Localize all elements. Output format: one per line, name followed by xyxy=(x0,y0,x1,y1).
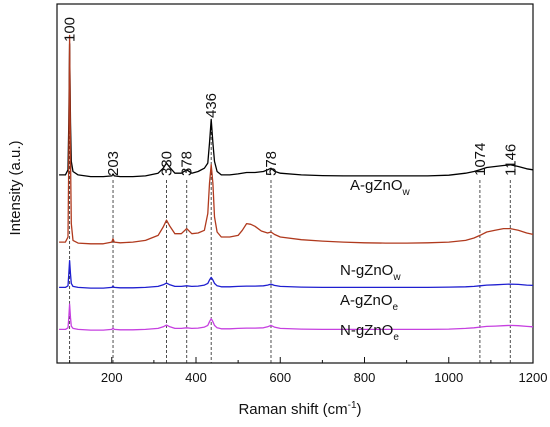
series-line xyxy=(59,43,534,178)
peak-labels: 100 203 330 378 436 578 1074 1146 xyxy=(62,17,520,176)
series-lines xyxy=(59,34,534,331)
series-line xyxy=(59,259,534,289)
peak-label: 203 xyxy=(105,151,122,176)
peak-label: 100 xyxy=(62,17,79,42)
y-axis-title: Intensity (a.u.) xyxy=(7,140,24,235)
series-labels: A-gZnOw N-gZnOw A-gZnOe N-gZnOe xyxy=(340,177,411,343)
peak-label: 330 xyxy=(159,151,176,176)
peak-label: 378 xyxy=(179,151,196,176)
series-label: A-gZnOw xyxy=(350,177,411,198)
x-axis-ticks: 200 400 600 800 1000 1200 xyxy=(69,357,548,385)
peak-label: 1146 xyxy=(502,144,519,176)
series-label: N-gZnOe xyxy=(340,322,399,343)
series-label: A-gZnOe xyxy=(340,292,399,313)
x-tick-label: 1200 xyxy=(519,370,548,385)
peak-label: 436 xyxy=(203,93,220,118)
plot-frame xyxy=(56,3,534,364)
peak-label: 578 xyxy=(263,151,280,176)
series-line xyxy=(59,303,534,331)
x-tick-label: 600 xyxy=(269,370,291,385)
x-tick-label: 1000 xyxy=(434,370,463,385)
peak-label: 1074 xyxy=(472,143,489,176)
x-tick-label: 800 xyxy=(354,370,376,385)
x-tick-label: 400 xyxy=(185,370,207,385)
x-axis-title: Raman shift (cm-1) xyxy=(238,400,361,418)
x-tick-label: 200 xyxy=(101,370,123,385)
series-label: N-gZnOw xyxy=(340,262,401,283)
peak-marker-lines xyxy=(69,46,511,363)
series-line xyxy=(59,34,534,245)
